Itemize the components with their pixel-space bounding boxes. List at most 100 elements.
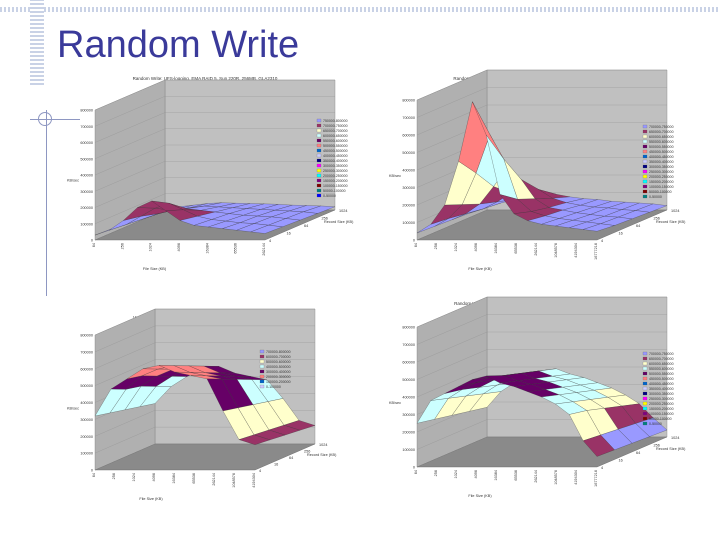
depth-tick-label: 256 [322, 217, 328, 221]
legend-label: 600000-700000 [266, 355, 291, 359]
depth-tick-label: 4 [269, 239, 271, 243]
gridline [94, 443, 315, 471]
legend-label: 50000-100000 [323, 189, 346, 193]
y-tick-label: 500000 [80, 384, 93, 388]
y-tick-label: 700000 [402, 116, 415, 120]
legend-label: 450000-500000 [649, 377, 674, 381]
depth-axis-label: Record Size (KB) [656, 447, 686, 451]
legend-swatch [642, 149, 648, 154]
legend-label: 100000-150000 [649, 185, 674, 189]
x-tick-label: 4194304 [574, 243, 578, 258]
x-tick-label: 256 [434, 470, 438, 476]
legend-swatch [316, 183, 322, 188]
legend-swatch [259, 349, 265, 354]
legend-label: 700000-750000 [649, 125, 674, 129]
y-tick-label: 200000 [80, 435, 93, 439]
legend-label: 700000-750000 [323, 124, 348, 128]
y-tick-label: 100000 [80, 452, 93, 456]
legend-swatch [316, 193, 322, 198]
y-tick-label: 0 [413, 239, 415, 243]
y-tick-label: 0 [91, 469, 93, 473]
depth-tick-label: 4 [259, 469, 261, 473]
legend-swatch [642, 396, 648, 401]
depth-tick-label: 1024 [671, 436, 679, 440]
x-tick-label: 16384 [205, 243, 209, 254]
y-tick-label: 300000 [80, 190, 93, 194]
x-tick-label: 262144 [534, 243, 538, 256]
y-axis-label: KB/sec [67, 179, 79, 183]
x-tick-label: 16384 [494, 243, 498, 254]
legend-swatch [642, 411, 648, 416]
x-tick-label: 256 [434, 243, 438, 249]
x-tick-label: 64 [92, 243, 96, 247]
x-tick-label: 65536 [514, 243, 518, 254]
x-tick-label: 4096 [474, 470, 478, 478]
legend-swatch [642, 164, 648, 169]
gridline [416, 122, 667, 153]
legend-swatch [642, 174, 648, 179]
legend-label: 650000-700000 [649, 357, 674, 361]
chart-panel-1: Random Write: UFS-logging, EMA RAID 5, S… [55, 70, 355, 280]
y-tick-label: 700000 [80, 125, 93, 129]
legend-swatch [642, 361, 648, 366]
legend-label: 500000-550000 [649, 145, 674, 149]
x-tick-label: 4194304 [574, 470, 578, 485]
legend-swatch [316, 128, 322, 133]
x-tick-label: 65536 [234, 243, 238, 254]
legend-label: 0-50000 [649, 422, 662, 426]
x-tick-label: 1048576 [554, 243, 558, 258]
x-tick-label: 16777216 [594, 470, 598, 487]
y-tick-label: 600000 [402, 361, 415, 365]
gridline [416, 331, 667, 363]
y-axis-label: KB/sec [389, 401, 401, 405]
legend-swatch [316, 148, 322, 153]
legend-swatch [642, 391, 648, 396]
decor-line [46, 110, 47, 296]
gridline [416, 296, 667, 328]
x-tick-label: 262144 [534, 470, 538, 483]
legend-swatch [642, 406, 648, 411]
x-tick-label: 1048576 [232, 473, 236, 488]
depth-axis-label: Record Size (KB) [307, 453, 337, 457]
legend-swatch [642, 169, 648, 174]
legend-swatch [642, 159, 648, 164]
y-tick-label: 800000 [80, 334, 93, 338]
y-tick-label: 700000 [402, 343, 415, 347]
depth-tick-label: 4 [601, 466, 603, 470]
depth-tick-label: 16 [274, 463, 278, 467]
legend-swatch [259, 369, 265, 374]
legend-swatch [642, 179, 648, 184]
legend-swatch [642, 351, 648, 356]
legend-swatch [642, 129, 648, 134]
legend-swatch [642, 184, 648, 189]
legend-label: 200000-250000 [649, 402, 674, 406]
legend-label: 600000-650000 [323, 134, 348, 138]
legend-label: 550000-600000 [323, 139, 348, 143]
x-tick-label: 4096 [177, 243, 181, 251]
legend-label: 500000-550000 [323, 144, 348, 148]
gridline [94, 325, 315, 353]
y-tick-label: 600000 [402, 134, 415, 138]
gridline [416, 69, 667, 101]
gridline [94, 308, 315, 336]
depth-tick-label: 256 [304, 450, 310, 454]
legend-swatch [642, 401, 648, 406]
legend-label: 400000-500000 [266, 365, 291, 369]
depth-tick-label: 64 [304, 224, 308, 228]
legend-swatch [642, 356, 648, 361]
legend-swatch [642, 154, 648, 159]
surface-cell [250, 225, 283, 234]
legend-swatch [259, 384, 265, 389]
legend-label: 500000-600000 [266, 360, 291, 364]
legend-swatch [642, 139, 648, 144]
legend-swatch [259, 359, 265, 364]
legend-label: 250000-300000 [649, 397, 674, 401]
legend-swatch [316, 133, 322, 138]
gridline [94, 177, 335, 208]
chart-title: Random Write: UFS-logging, EMA RAID 5, S… [133, 76, 278, 81]
y-tick-label: 700000 [80, 350, 93, 354]
depth-tick-label: 64 [636, 224, 640, 228]
surface-cell [238, 434, 271, 445]
y-tick-label: 300000 [402, 413, 415, 417]
gridline [94, 193, 335, 224]
